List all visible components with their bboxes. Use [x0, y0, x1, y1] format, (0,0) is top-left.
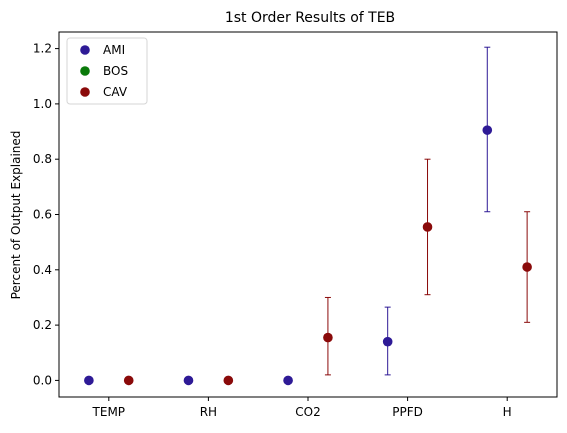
y-tick-label: 0.8: [33, 152, 52, 166]
data-point-cav: [223, 375, 234, 386]
data-point-ami: [482, 125, 493, 135]
y-tick-label: 0.6: [33, 208, 52, 222]
legend-label: BOS: [103, 64, 128, 78]
legend-marker-cav: [80, 87, 90, 97]
data-point-ami: [382, 336, 393, 347]
data-point-ami: [183, 375, 194, 386]
legend-marker-bos: [80, 66, 90, 76]
legend-label: CAV: [103, 85, 128, 99]
data-point-cav: [323, 332, 333, 343]
axis-ticks: 0.0 0.2 0.4 0.6 0.8 1.0 1.2 TEMP RH CO2 PPFD H: [33, 42, 512, 419]
data-point-cav: [422, 222, 433, 232]
data-point-cav: [123, 375, 134, 386]
data-point-ami: [84, 375, 94, 386]
y-tick-label: 0.4: [33, 263, 52, 277]
y-tick-label: 0.2: [33, 318, 52, 332]
y-axis-label: Percent of Output Explained: [9, 131, 23, 300]
legend-box: [66, 37, 148, 105]
legend: AMI BOS CAV: [66, 37, 148, 105]
x-tick-label: H: [503, 405, 512, 419]
data-point-cav: [522, 262, 532, 272]
legend-marker-ami: [80, 45, 90, 55]
x-tick-label: PPFD: [392, 405, 423, 419]
x-tick-label: CO2: [295, 405, 320, 419]
y-tick-label: 1.2: [33, 42, 52, 56]
y-tick-label: 1.0: [33, 97, 52, 111]
legend-label: AMI: [103, 43, 125, 57]
x-tick-label: RH: [200, 405, 217, 419]
data-point-ami: [283, 375, 293, 386]
x-tick-label: TEMP: [92, 405, 126, 419]
y-tick-label: 0.0: [33, 373, 52, 387]
plot-marks: [84, 46, 532, 386]
chart-title: 1st Order Results of TEB: [225, 10, 395, 26]
